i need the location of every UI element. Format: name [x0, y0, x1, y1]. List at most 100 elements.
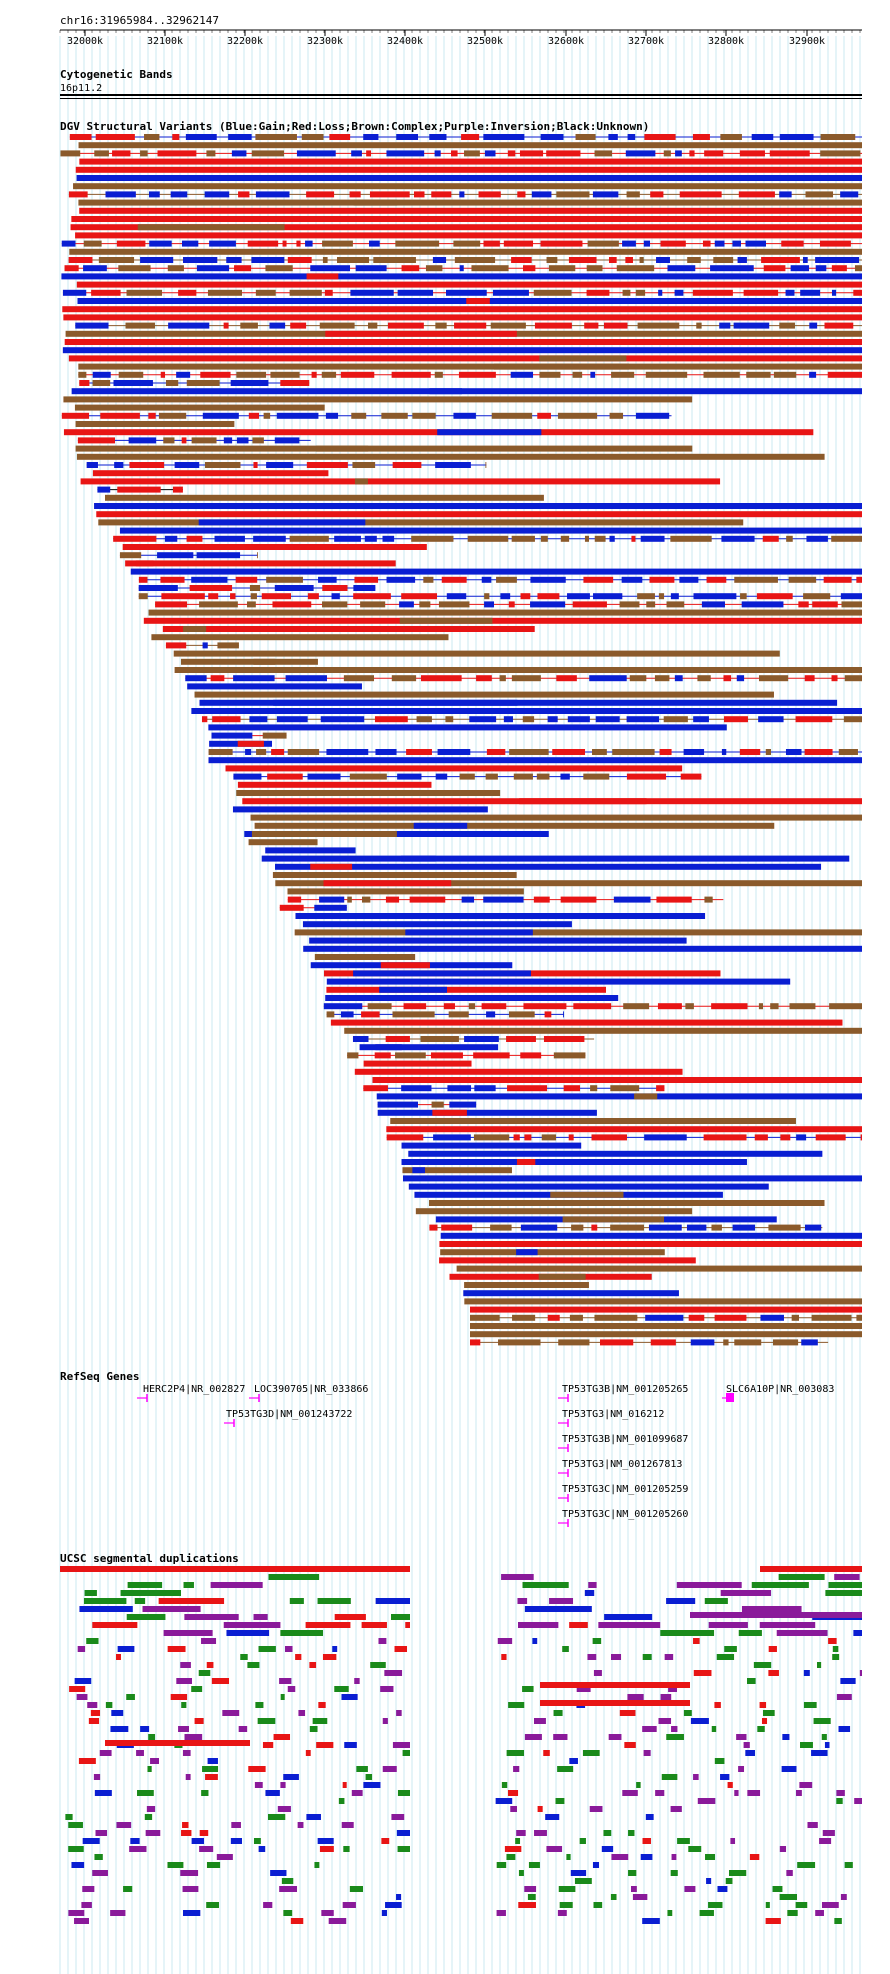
variant-block [149, 191, 160, 198]
segdup-block [642, 1918, 660, 1924]
segdup-block [136, 1750, 144, 1756]
segdup-block [579, 1838, 586, 1844]
variant-block [772, 1339, 799, 1346]
variant-block [823, 576, 852, 583]
variant-block [739, 150, 765, 157]
variant-block [560, 535, 570, 542]
variant-block [621, 576, 643, 583]
variant-block [431, 191, 452, 198]
variant-block [758, 675, 789, 682]
segdup-block [354, 1678, 360, 1684]
gene-label[interactable]: TP53TG3C|NM_001205259 [562, 1484, 688, 1495]
variant-block [692, 134, 710, 140]
segdup-block [779, 1894, 798, 1900]
segdup-block [397, 1790, 410, 1796]
gene-label[interactable]: TP53TG3|NM_001267813 [562, 1459, 682, 1470]
gene-label[interactable]: TP53TG3C|NM_001205260 [562, 1509, 688, 1520]
variant-block [181, 437, 187, 444]
variant-block [654, 675, 670, 682]
segdup-block [778, 1574, 825, 1580]
variant-block [627, 134, 636, 140]
variant-block [138, 585, 178, 591]
segdup-block [280, 1630, 324, 1636]
gene-label[interactable]: TP53TG3|NM_016212 [562, 1409, 664, 1420]
segdup-block [74, 1678, 92, 1684]
segdup-block [537, 1806, 543, 1812]
variant-block [546, 150, 581, 157]
variant-block [355, 265, 387, 272]
variant-block [595, 716, 620, 723]
variant-block [594, 535, 606, 542]
variant-block [94, 150, 109, 157]
segdup-block [693, 1774, 699, 1780]
segdup-block [257, 1718, 276, 1724]
segdup-block [306, 1814, 321, 1820]
ruler-tick-label: 32400k [387, 36, 423, 47]
variant-block [282, 240, 287, 247]
segdup-block [283, 1774, 299, 1780]
segdup-block [69, 1686, 86, 1692]
variant-block [754, 1134, 768, 1141]
variant-bar [151, 634, 449, 641]
variant-block [658, 289, 663, 296]
variant-block [820, 240, 851, 247]
variant-block [520, 1052, 542, 1059]
segdup-block [258, 1846, 266, 1852]
variant-bar [440, 1249, 665, 1256]
segdup-block [745, 1750, 755, 1756]
variant-block [560, 896, 597, 903]
variant-block [680, 773, 702, 780]
gene-label[interactable]: TP53TG3B|NM_001205265 [562, 1384, 688, 1395]
variant-block [500, 593, 511, 600]
segdup-block [569, 1622, 588, 1628]
variant-block [249, 716, 268, 723]
variant-bar [440, 1232, 862, 1239]
segdup-block [518, 1902, 536, 1908]
variant-bar [94, 503, 862, 509]
variant-bar [516, 1159, 536, 1165]
segdup-block [859, 1670, 862, 1676]
segdup-block [640, 1854, 653, 1860]
variant-block [252, 437, 264, 444]
variant-block [619, 601, 640, 608]
segdup-block [734, 1790, 739, 1796]
segdup-block [811, 1750, 828, 1756]
gene-label[interactable]: HERC2P4|NR_002827 [143, 1384, 245, 1395]
segdup-block [724, 1646, 737, 1652]
variant-block [420, 1036, 459, 1042]
variant-block [593, 593, 623, 600]
variant-block [461, 896, 475, 903]
variant-bar [225, 765, 683, 772]
segdup-block [666, 1734, 684, 1740]
variant-block [650, 1339, 676, 1346]
variant-bar [73, 183, 863, 190]
variant-block [804, 749, 833, 755]
segdup-block [382, 1718, 388, 1724]
segdup-block [828, 1638, 837, 1644]
segdup-block [532, 1638, 538, 1644]
variant-block [522, 716, 535, 723]
variant-block [625, 150, 656, 157]
gene-label[interactable]: TP53TG3B|NM_001099687 [562, 1434, 688, 1445]
variant-bar [191, 708, 863, 714]
variant-block [586, 289, 610, 296]
variant-block [658, 593, 665, 600]
variant-block [61, 412, 90, 419]
segdup-block [83, 1598, 127, 1604]
segdup-block [247, 1662, 260, 1668]
segdup-block [545, 1814, 560, 1820]
variant-block [584, 322, 599, 329]
variant-bar [148, 609, 863, 616]
gene-label[interactable]: LOC390705|NR_033866 [254, 1384, 368, 1395]
variant-block [100, 412, 140, 419]
segdup-block [720, 1590, 772, 1596]
variant-block [511, 535, 535, 542]
refseq-gene-list: HERC2P4|NR_002827 LOC390705|NR_033866 TP… [143, 1384, 834, 1520]
segdup-block [316, 1742, 334, 1748]
variant-block [441, 1224, 473, 1231]
segdup-block [684, 1886, 696, 1892]
variant-block [552, 749, 586, 755]
gene-label[interactable]: SLC6A10P|NR_003083 [726, 1384, 834, 1395]
variant-block [603, 322, 628, 329]
gene-label[interactable]: TP53TG3D|NM_001243722 [226, 1409, 352, 1420]
